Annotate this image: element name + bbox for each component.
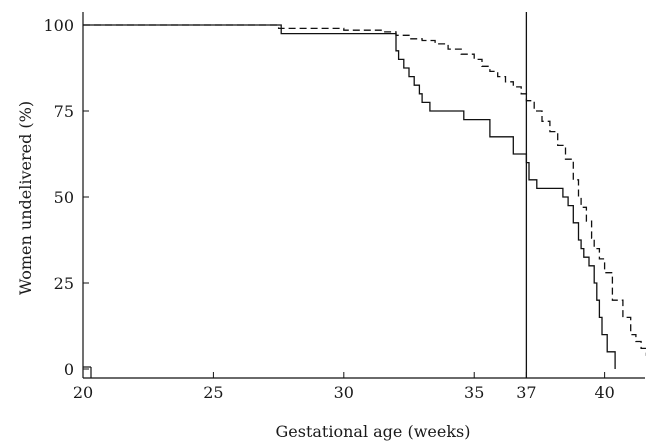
y-axis-title: Women undelivered (%): [16, 101, 35, 295]
y-tick-label: 50: [54, 188, 74, 207]
x-tick-label: 35: [464, 383, 484, 402]
y-tick-label: 75: [54, 102, 74, 121]
y-tick-label: 25: [54, 274, 74, 293]
dashed-series-line: [83, 24, 646, 356]
x-axis-title: Gestational age (weeks): [275, 422, 470, 441]
axes: [82, 12, 645, 379]
x-tick-label: 40: [594, 383, 614, 402]
x-tick-label: 20: [73, 383, 93, 402]
x-tick-label: 25: [203, 383, 223, 402]
plot-area: [83, 12, 646, 378]
x-tick-label: 30: [334, 383, 354, 402]
y-tick-label: 0: [64, 360, 74, 379]
solid-series-line: [83, 24, 616, 369]
tick-labels: 0 25 50 75 100 20 25 30 35 37 40: [43, 16, 614, 402]
y-tick-label: 100: [43, 16, 74, 35]
x-tick-label: 37: [516, 383, 536, 402]
